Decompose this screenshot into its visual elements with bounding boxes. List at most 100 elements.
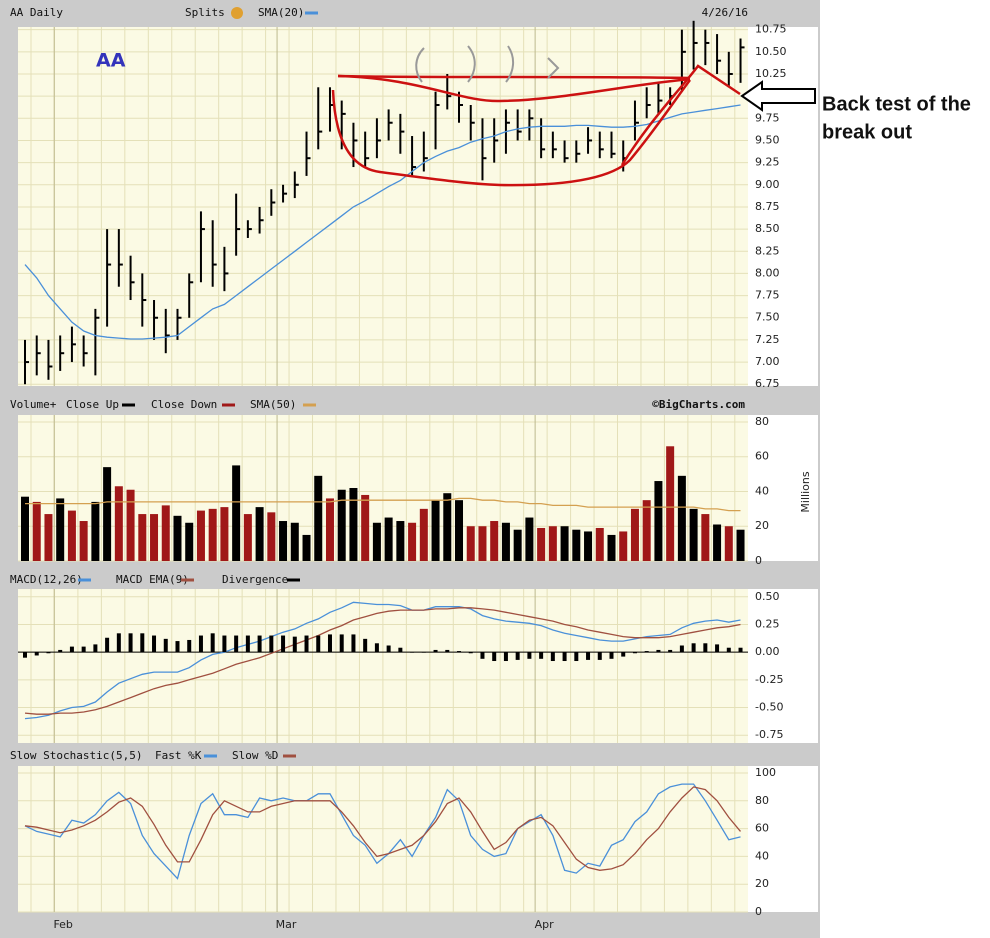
date: 4/26/16 [702, 6, 748, 19]
bar [234, 635, 239, 653]
bar [468, 652, 473, 654]
bar [126, 489, 135, 561]
bar [668, 649, 673, 653]
bar [140, 633, 145, 653]
bar [255, 507, 264, 561]
y-axis-label: Millions [799, 471, 812, 512]
y-tick-label: 10.25 [755, 67, 787, 80]
bar [607, 534, 616, 561]
bar [642, 500, 651, 561]
bar [67, 510, 76, 561]
bracket [547, 57, 560, 79]
chart-title: AA Daily [10, 6, 63, 19]
bracket [467, 45, 476, 83]
bar [220, 507, 229, 561]
bar [269, 635, 274, 653]
bar [715, 644, 720, 653]
bar [79, 521, 88, 561]
bar [152, 635, 157, 653]
bar [398, 647, 403, 653]
y-tick-label: 20 [755, 519, 769, 532]
y-tick-label: -0.25 [755, 673, 783, 686]
legend-label: MACD(12,26) [10, 573, 83, 586]
cup-bottom [331, 79, 692, 187]
cup-top [337, 74, 691, 103]
bar [103, 467, 112, 561]
bar [245, 635, 250, 653]
bar [644, 651, 649, 653]
bar [363, 638, 368, 653]
legend-label: Slow %D [232, 749, 278, 762]
bar [281, 635, 286, 653]
bar [630, 508, 639, 561]
x-tick-label: Feb [53, 918, 72, 931]
bar [433, 649, 438, 653]
bar [562, 652, 567, 662]
y-tick-label: 6.75 [755, 377, 780, 390]
bar [187, 639, 192, 653]
backtest-arrow [620, 64, 741, 166]
bar [56, 498, 65, 561]
bar [419, 508, 428, 561]
bar [339, 634, 344, 653]
bar [351, 634, 356, 653]
bar [548, 526, 557, 561]
legend-label: MACD EMA(9) [116, 573, 189, 586]
y-tick-label: 0.50 [755, 590, 780, 603]
cup-drawing [331, 64, 741, 187]
legend-label: SMA(20) [258, 6, 304, 19]
bar [666, 446, 675, 561]
bar [198, 635, 203, 653]
y-tick-label: -0.50 [755, 701, 783, 714]
y-tick-label: 0 [755, 554, 762, 567]
symbol-label: AA [96, 50, 126, 72]
bar [396, 521, 405, 561]
legend-label: SMA(50) [250, 398, 296, 411]
y-tick-label: 10.75 [755, 23, 787, 36]
y-tick-label: 7.25 [755, 333, 780, 346]
bar [290, 522, 299, 561]
bar [314, 475, 323, 561]
y-tick-label: 8.00 [755, 266, 780, 279]
bar [232, 465, 241, 561]
bar [316, 635, 321, 653]
bar [597, 652, 602, 660]
bar [560, 526, 569, 561]
line [25, 497, 741, 512]
y-tick-label: 9.25 [755, 156, 780, 169]
bar [513, 529, 522, 561]
bar [46, 652, 51, 654]
bar [443, 493, 452, 561]
bar [175, 641, 180, 653]
bar [515, 652, 520, 660]
bar [701, 514, 710, 561]
y-tick-label: 8.75 [755, 200, 780, 213]
bar [466, 526, 475, 561]
y-tick-label: 40 [755, 849, 769, 862]
bar [619, 531, 628, 561]
bar [736, 529, 745, 561]
y-tick-label: 20 [755, 877, 769, 890]
bar [574, 652, 579, 662]
vertical-grid [18, 27, 748, 913]
bar [726, 647, 731, 653]
y-tick-label: 0.25 [755, 617, 780, 630]
bar [621, 652, 626, 657]
y-tick-label: 60 [755, 822, 769, 835]
bar [44, 514, 53, 561]
bar [114, 486, 123, 561]
bar [478, 526, 487, 561]
marks: 6.75 7.00 7.25 7.50 7.75 8.00 8.25 8.50 8.75 9.00… [10, 6, 787, 931]
cup-rim [337, 74, 691, 80]
bar [386, 645, 391, 653]
bar [325, 498, 334, 561]
y-tick-label: 8.25 [755, 244, 780, 257]
bar [492, 652, 497, 662]
y-tick-label: 60 [755, 450, 769, 463]
legend-label: Fast %K [155, 749, 202, 762]
bar [408, 522, 417, 561]
x-tick-label: Mar [276, 918, 297, 931]
bar [279, 521, 288, 561]
bar [501, 522, 510, 561]
